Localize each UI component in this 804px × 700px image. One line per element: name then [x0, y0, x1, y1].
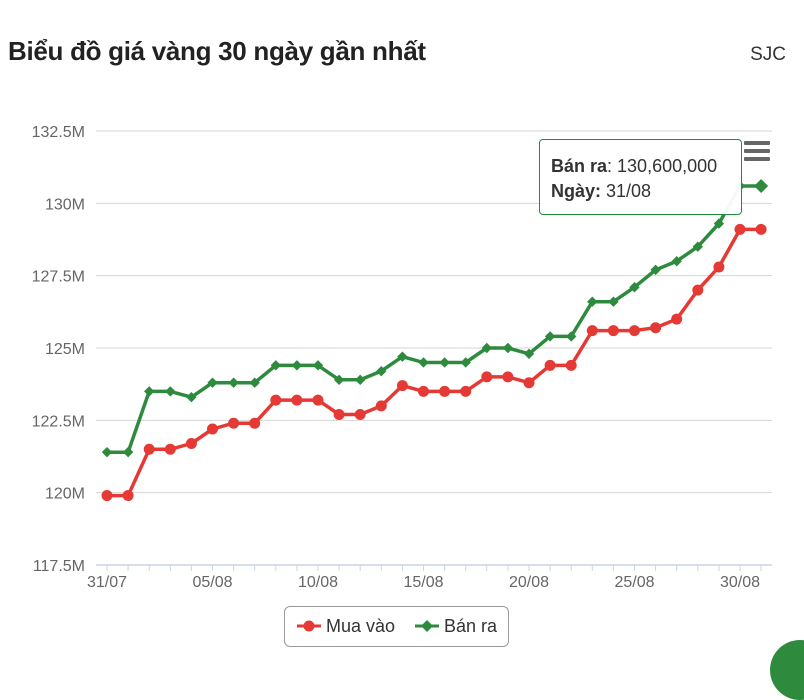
legend-sell-marker-icon: [415, 620, 439, 632]
sell-data-point: [650, 264, 661, 276]
buy-data-point: [544, 359, 556, 371]
chart-title: Biểu đồ giá vàng 30 ngày gần nhất: [8, 36, 426, 66]
legend-item-sell[interactable]: Bán ra: [415, 616, 497, 637]
buy-data-point: [418, 385, 429, 397]
buy-data-point: [460, 385, 472, 397]
sell-data-point: [544, 331, 556, 342]
sell-data-point: [101, 446, 113, 458]
legend-buy-marker-icon: [297, 620, 321, 632]
sell-data-point: [270, 360, 281, 371]
legend-buy-label: Mua vào: [326, 616, 396, 636]
x-tick-label: 05/08: [192, 574, 232, 591]
tooltip-date-value: 31/08: [601, 181, 652, 201]
sell-data-point: [291, 360, 303, 371]
sell-data-point: [692, 241, 703, 252]
sell-data-point: [502, 342, 514, 354]
x-tick-label: 25/08: [614, 574, 654, 591]
buy-data-point: [101, 490, 113, 502]
buy-data-point: [586, 325, 598, 337]
buy-data-point: [692, 284, 704, 296]
sell-data-point: [629, 282, 640, 293]
buy-data-point: [439, 385, 451, 397]
y-tick-label: 125M: [45, 341, 85, 358]
buy-data-point: [502, 371, 514, 383]
buy-data-point: [270, 394, 282, 406]
buy-data-point: [755, 223, 767, 235]
buy-data-point: [713, 261, 725, 273]
buy-data-point: [396, 380, 408, 392]
buy-data-point: [207, 423, 218, 435]
buy-data-point: [650, 322, 662, 334]
tooltip-series-label: Bán ra: [551, 156, 608, 176]
sell-data-point: [460, 357, 471, 368]
menu-bar: [744, 149, 770, 153]
buy-data-point: [629, 325, 640, 337]
y-tick-label: 117.5M: [33, 558, 85, 575]
sell-data-point: [608, 296, 619, 307]
tooltip-date-label: Ngày:: [551, 181, 602, 201]
sell-data-point: [186, 391, 197, 403]
y-tick-label: 132.5M: [32, 124, 85, 141]
line-chart: 117.5M 120M 122.5M 125M 127.5M 130M 132.5M 31/0…: [32, 124, 772, 591]
buy-data-point: [164, 443, 176, 455]
sell-data-point: [144, 386, 155, 397]
hamburger-menu-icon[interactable]: [744, 141, 770, 161]
sell-series-line: [107, 184, 762, 454]
sell-data-point: [312, 360, 324, 371]
sell-data-point: [587, 296, 598, 307]
x-tick-label: 30/08: [720, 574, 760, 591]
sell-data-point: [418, 357, 429, 368]
sell-data-point: [566, 331, 577, 342]
buy-data-point: [481, 371, 493, 383]
sell-data-point: [671, 256, 682, 267]
buy-data-point: [607, 325, 619, 337]
sell-data-point: [523, 348, 535, 359]
sell-data-point: [228, 377, 239, 388]
y-tick-label: 122.5M: [32, 413, 85, 430]
legend-sell-label: Bán ra: [444, 616, 498, 636]
buy-data-point: [354, 409, 366, 421]
sell-data-point: [397, 351, 408, 362]
sell-data-point: [122, 446, 134, 458]
buy-data-point: [375, 400, 387, 412]
x-tick-label: 15/08: [403, 574, 443, 591]
x-tick-label: 10/08: [298, 574, 338, 591]
buy-data-point: [249, 417, 261, 429]
sell-data-point: [165, 386, 176, 397]
tooltip-line-2: Ngày: 31/08: [551, 179, 741, 204]
buy-data-point: [228, 417, 240, 429]
sell-data-point: [355, 374, 366, 386]
sell-data-point: [713, 218, 725, 229]
y-tick-label: 127.5M: [32, 269, 85, 286]
x-tick-label: 20/08: [509, 574, 549, 591]
y-tick-label: 120M: [45, 486, 85, 503]
y-tick-label: 130M: [45, 196, 85, 213]
buy-data-point: [565, 359, 577, 371]
sell-data-point: [207, 377, 218, 388]
x-tick-label: 31/07: [87, 574, 127, 591]
buy-data-point: [671, 313, 683, 325]
buy-data-point: [291, 394, 303, 406]
sell-data-point: [333, 374, 345, 386]
buy-data-point: [333, 409, 345, 421]
buy-data-point: [734, 223, 746, 235]
sell-data-point: [439, 357, 450, 368]
menu-bar: [744, 141, 770, 145]
chart-tooltip: Bán ra: 130,600,000 Ngày: 31/08: [539, 139, 742, 215]
sell-data-point: [754, 178, 769, 193]
buy-data-point: [312, 394, 324, 406]
sell-data-point: [376, 365, 387, 377]
tooltip-line-1: Bán ra: 130,600,000: [551, 154, 741, 179]
buy-data-point: [523, 377, 535, 389]
sell-data-point: [249, 377, 260, 388]
buy-data-point: [122, 490, 134, 502]
chart-legend: Mua vào Bán ra: [284, 606, 509, 647]
tooltip-series-value: : 130,600,000: [607, 156, 718, 176]
buy-data-point: [143, 443, 155, 455]
sell-data-point: [481, 342, 492, 354]
legend-item-buy[interactable]: Mua vào: [297, 616, 395, 637]
brand-label: SJC: [750, 44, 786, 65]
buy-data-point: [185, 437, 197, 449]
menu-bar: [744, 157, 770, 161]
